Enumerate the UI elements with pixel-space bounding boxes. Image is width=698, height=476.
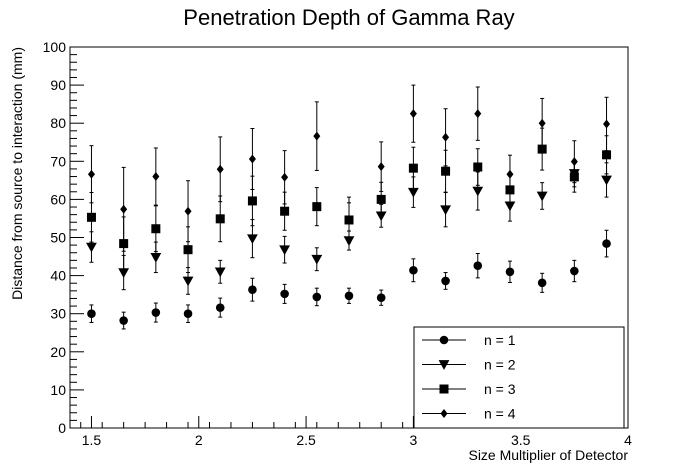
y-tick-label: 50 (50, 230, 66, 246)
y-tick-label: 90 (50, 77, 66, 93)
data-point (280, 289, 289, 299)
data-point (506, 169, 514, 179)
data-point (311, 254, 323, 265)
data-point (601, 175, 612, 186)
data-point (440, 205, 451, 216)
chart-title: Penetration Depth of Gamma Ray (183, 5, 514, 30)
legend-marker (438, 360, 450, 370)
data-point (119, 316, 128, 325)
legend-marker (439, 384, 449, 394)
y-axis-label: Distance from source to interaction (mm) (9, 47, 25, 300)
data-point (474, 109, 482, 119)
x-tick-label: 3 (409, 432, 417, 448)
data-point (279, 245, 291, 256)
data-point (504, 201, 516, 212)
legend: n = 1 n = 2 n = 3 n = 4 (413, 326, 625, 429)
data-point (441, 166, 451, 176)
data-point (214, 267, 226, 278)
legend-label: n = 4 (484, 406, 516, 422)
legend-label: n = 1 (484, 332, 516, 348)
data-point (570, 266, 579, 276)
y-tick-label: 10 (50, 382, 66, 398)
data-point (248, 154, 256, 164)
data-point (151, 224, 161, 234)
data-point (118, 268, 130, 278)
data-point (442, 132, 450, 142)
data-point (570, 157, 578, 167)
data-point (441, 276, 450, 286)
data-point (183, 309, 193, 318)
data-point (247, 234, 258, 245)
data-point (247, 196, 257, 206)
legend-box (413, 326, 625, 429)
data-point (472, 186, 484, 197)
x-axis-label: Size Multiplier of Detector (468, 447, 628, 463)
x-tick-label: 1.5 (82, 432, 102, 448)
data-point (409, 109, 417, 119)
data-point (280, 206, 290, 216)
data-point (344, 291, 354, 301)
series-1 (87, 229, 611, 330)
legend-label: n = 3 (484, 381, 516, 397)
series-layer (86, 84, 612, 330)
data-point (536, 191, 548, 202)
data-point (376, 293, 386, 302)
data-point (538, 118, 546, 128)
data-point (151, 308, 161, 317)
data-point (120, 204, 128, 214)
legend-label: n = 2 (484, 357, 516, 373)
y-tick-label: 40 (50, 268, 66, 284)
data-point (312, 202, 322, 212)
data-point (537, 278, 547, 288)
data-point (377, 162, 385, 172)
data-point (376, 194, 386, 204)
data-point (505, 267, 515, 277)
data-point (87, 169, 95, 179)
data-point (248, 285, 257, 294)
y-tick-label: 60 (50, 191, 66, 207)
series-4 (87, 84, 611, 252)
legend-marker (440, 409, 448, 418)
data-point (87, 309, 96, 318)
data-point (345, 215, 353, 225)
data-point (407, 187, 419, 198)
x-tick-label: 3.5 (511, 432, 531, 448)
y-axis: 0 10 20 30 40 50 60 70 80 90 100 (43, 39, 84, 436)
y-tick-label: 30 (50, 306, 66, 322)
data-point (409, 265, 418, 275)
y-tick-label: 80 (50, 115, 66, 131)
data-point (602, 150, 612, 160)
legend-marker (439, 335, 449, 345)
data-point (215, 303, 225, 312)
x-tick-label: 4 (624, 432, 632, 448)
data-point (86, 242, 97, 253)
y-tick-label: 20 (50, 344, 66, 360)
y-tick-label: 70 (50, 153, 66, 169)
y-tick-label: 100 (43, 39, 67, 55)
data-point (408, 163, 418, 173)
data-point (312, 292, 322, 302)
x-tick-label: 2 (195, 432, 203, 448)
data-point (313, 131, 321, 141)
x-tick-label: 2.5 (296, 432, 316, 448)
data-point (473, 261, 483, 270)
data-point (183, 245, 193, 255)
data-point (602, 239, 611, 248)
data-point (152, 172, 160, 182)
y-tick-label: 0 (58, 420, 66, 436)
data-point (184, 206, 192, 216)
data-point (216, 164, 224, 174)
data-point (281, 172, 289, 182)
data-point (150, 252, 162, 263)
data-point (473, 162, 483, 172)
data-point (215, 214, 225, 224)
data-point (537, 144, 547, 154)
data-point (603, 119, 611, 129)
data-point (86, 212, 96, 222)
data-point (182, 276, 194, 287)
